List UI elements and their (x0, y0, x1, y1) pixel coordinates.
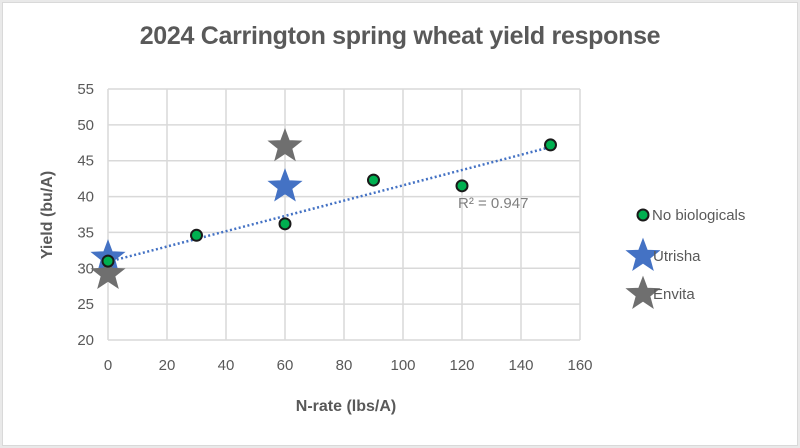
circle-marker-icon (544, 138, 557, 152)
x-axis-ticks: 0 20 40 60 80 100 120 140 160 (104, 357, 593, 374)
x-tick-label: 20 (159, 357, 176, 374)
y-tick-label: 35 (77, 224, 94, 241)
legend-label: No biologicals (652, 207, 745, 224)
star-marker-icon (267, 127, 303, 162)
legend-item: No biologicals (636, 207, 745, 224)
x-axis-label: N-rate (lbs/A) (296, 398, 396, 415)
circle-marker-icon (190, 228, 203, 242)
circle-marker-icon (278, 217, 292, 231)
y-axis-label: Yield (bu/A) (39, 171, 56, 259)
circle-marker-icon (101, 254, 115, 268)
y-axis-ticks: 20 25 30 35 40 45 50 55 (77, 81, 94, 349)
x-tick-label: 40 (218, 357, 235, 374)
y-tick-label: 20 (77, 332, 94, 349)
legend-label: Envita (653, 286, 695, 303)
x-tick-label: 100 (390, 357, 415, 374)
star-legend-icon (625, 275, 661, 309)
x-tick-label: 140 (508, 357, 533, 374)
gridlines (107, 88, 581, 341)
y-tick-label: 40 (77, 189, 94, 206)
x-tick-label: 0 (104, 357, 112, 374)
legend-item: Utrisha (625, 237, 701, 271)
legend-item: Envita (625, 275, 695, 309)
legend: No biologicals Utrisha Envita (625, 207, 745, 309)
y-tick-label: 50 (77, 117, 94, 134)
y-tick-label: 25 (77, 296, 94, 313)
circle-marker-icon (367, 173, 380, 187)
legend-label: Utrisha (653, 248, 701, 265)
x-tick-label: 80 (336, 357, 353, 374)
y-tick-label: 45 (77, 153, 94, 170)
star-marker-icon (267, 168, 303, 202)
circle-legend-icon (636, 208, 650, 222)
data-points (90, 127, 557, 289)
star-marker-icon (90, 255, 126, 289)
y-tick-label: 30 (77, 260, 94, 277)
chart-title: 2024 Carrington spring wheat yield respo… (139, 22, 661, 50)
x-tick-label: 160 (567, 357, 592, 374)
x-tick-label: 120 (449, 357, 474, 374)
star-legend-icon (625, 237, 661, 271)
y-tick-label: 55 (77, 81, 94, 98)
r-squared-label: R² = 0.947 (458, 195, 528, 212)
x-tick-label: 60 (277, 357, 294, 374)
circle-marker-icon (455, 179, 469, 193)
